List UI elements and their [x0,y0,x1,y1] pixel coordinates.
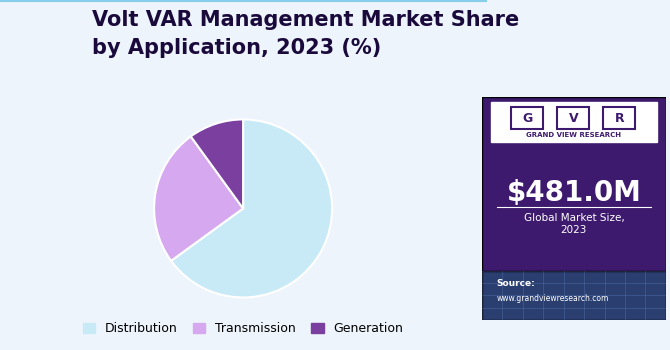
Text: Volt VAR Management Market Share
by Application, 2023 (%): Volt VAR Management Market Share by Appl… [92,10,519,58]
Text: G: G [523,112,533,125]
Text: R: R [615,112,624,125]
Text: GRAND VIEW RESEARCH: GRAND VIEW RESEARCH [527,132,622,138]
Text: www.grandviewresearch.com: www.grandviewresearch.com [496,294,609,303]
Legend: Distribution, Transmission, Generation: Distribution, Transmission, Generation [78,317,409,340]
Wedge shape [171,119,332,298]
Text: Global Market Size,: Global Market Size, [523,214,624,223]
FancyBboxPatch shape [557,107,589,130]
Text: $481.0M: $481.0M [507,179,641,207]
FancyBboxPatch shape [482,97,666,320]
Wedge shape [191,119,243,209]
Wedge shape [154,136,243,261]
FancyBboxPatch shape [604,107,634,130]
FancyBboxPatch shape [491,102,657,142]
FancyBboxPatch shape [511,107,543,130]
Text: V: V [569,112,579,125]
FancyBboxPatch shape [482,271,666,320]
Text: Source:: Source: [496,279,535,287]
Text: 2023: 2023 [561,225,587,235]
